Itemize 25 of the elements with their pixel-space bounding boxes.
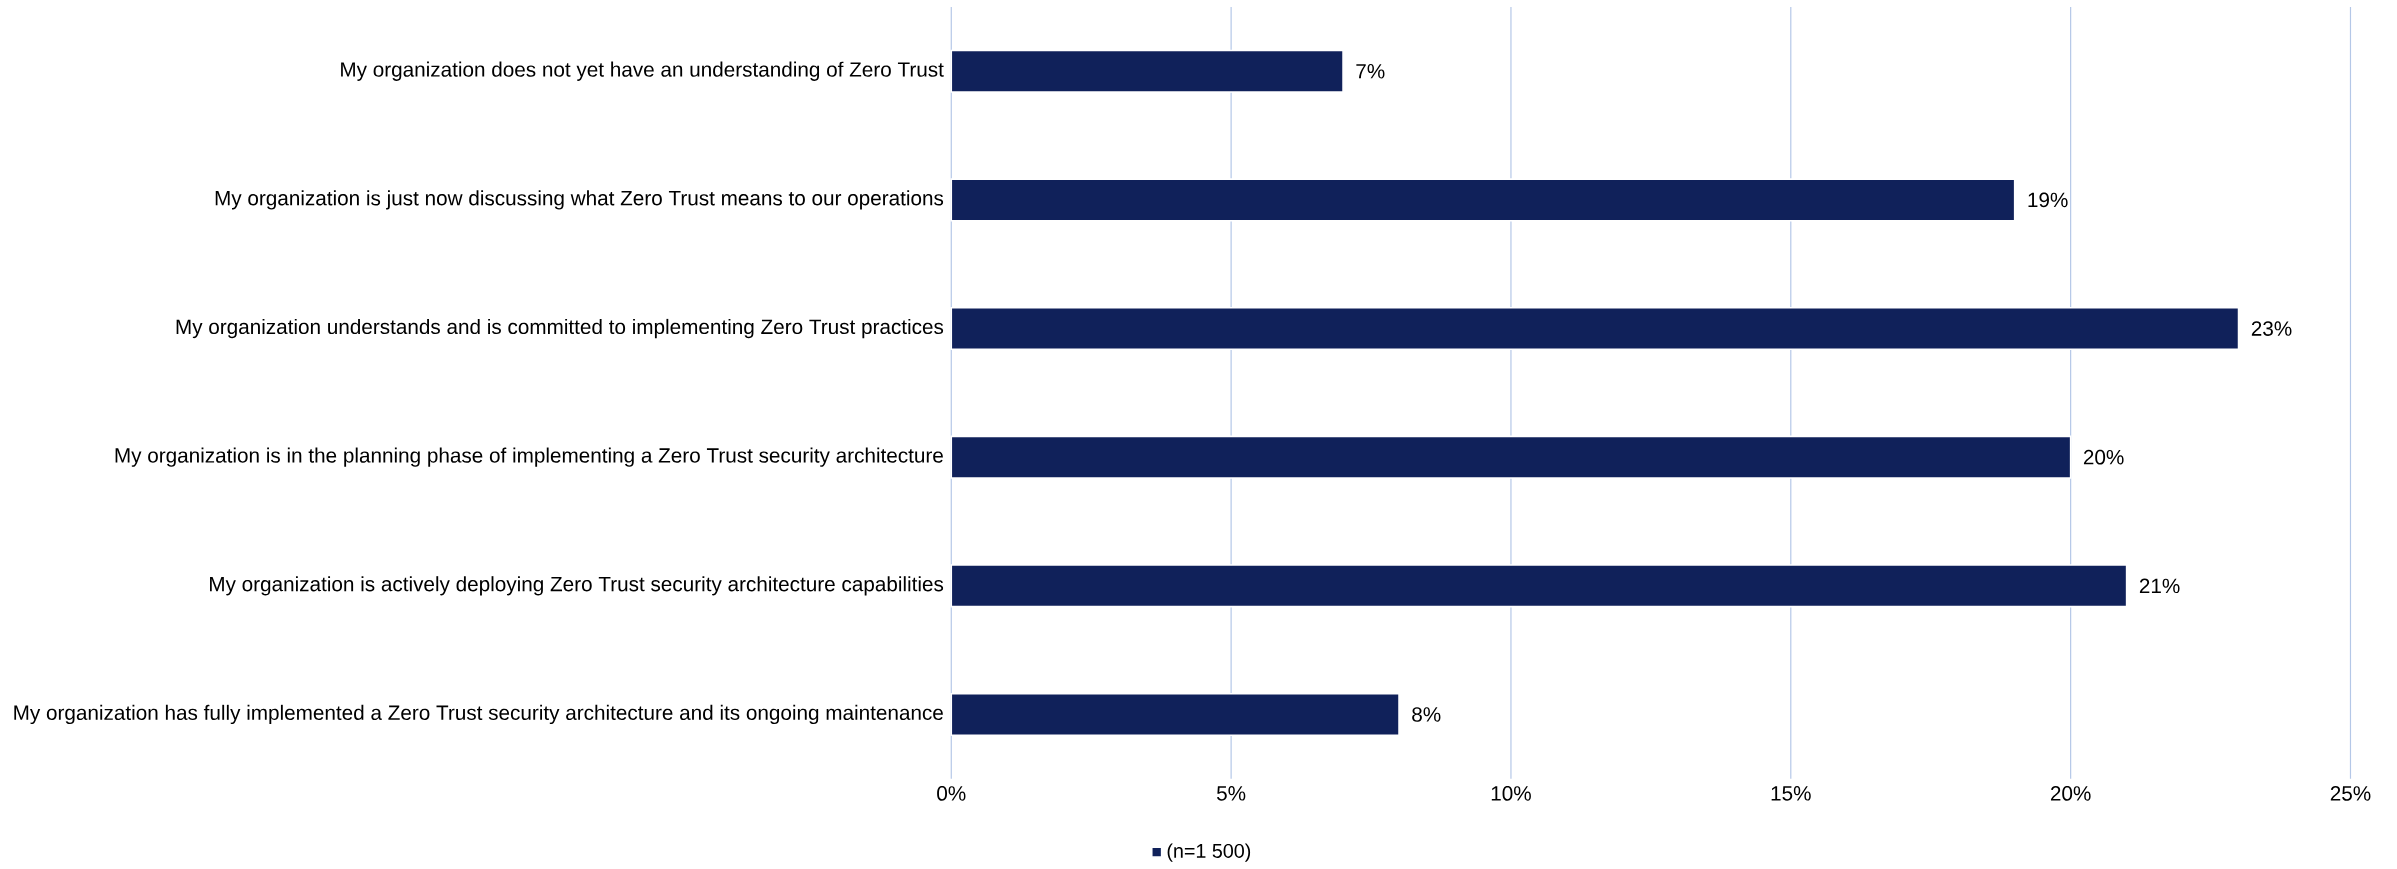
bar — [950, 564, 2128, 608]
bar — [950, 49, 1344, 93]
y-tick-label: My organization is in the planning phase of implementing a Zero Trust security architecture — [115, 447, 943, 467]
y-tick-label: My organization is just now discussing what Zero Trust means to our operations — [215, 190, 944, 210]
data-label: 7% — [1356, 64, 1385, 79]
data-label: 20% — [2083, 450, 2124, 465]
data-label: 19% — [2028, 192, 2068, 208]
data-label: 8% — [1412, 707, 1441, 722]
data-label: 23% — [2251, 321, 2292, 337]
legend-label: (n=1 500) — [1167, 843, 1251, 862]
bar — [950, 307, 2240, 351]
y-tick-label: My organization is actively deploying Zero Trust security architecture capabilities — [210, 576, 944, 596]
bar — [950, 693, 1400, 737]
y-tick-label: My organization does not yet have an understanding of Zero Trust — [341, 61, 944, 82]
x-tick-label: 25% — [2330, 786, 2371, 801]
x-tick-label: 20% — [2050, 786, 2091, 801]
y-tick-label: My organization has fully implemented a Zero Trust security architecture and its ongoing maintenance — [14, 704, 943, 725]
x-tick-label: 15% — [1771, 786, 1811, 801]
bar — [950, 178, 2016, 222]
x-tick-label: 0% — [937, 786, 966, 801]
x-tick-label: 10% — [1491, 786, 1531, 801]
bar — [950, 435, 2072, 479]
data-label: 21% — [2139, 578, 2180, 594]
y-tick-label: My organization understands and is committed to implementing Zero Trust practices — [176, 319, 944, 339]
x-tick-label: 5% — [1216, 786, 1246, 801]
